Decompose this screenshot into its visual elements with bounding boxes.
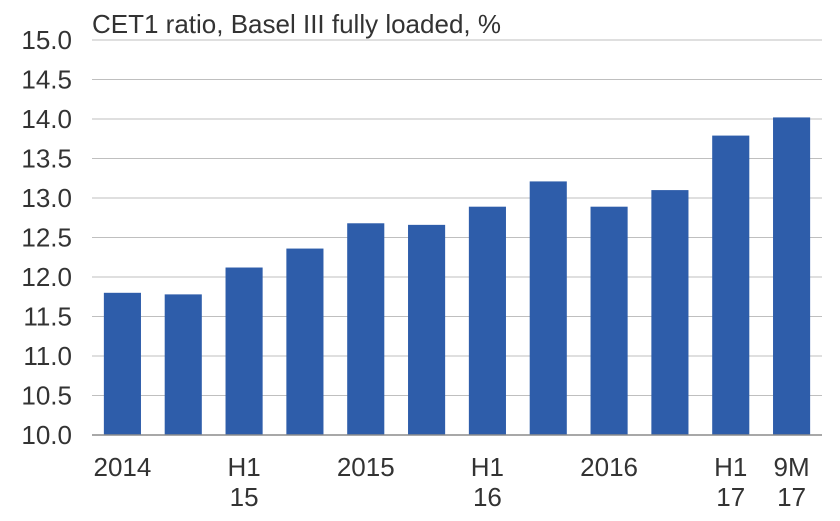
x-tick-label: 2015	[337, 452, 395, 482]
x-tick-label: 17	[716, 482, 745, 512]
y-tick-label: 10.5	[21, 381, 72, 411]
chart-title: CET1 ratio, Basel III fully loaded, %	[92, 9, 501, 39]
bar	[529, 181, 567, 435]
bar	[286, 248, 324, 435]
bar	[712, 135, 750, 435]
bar	[408, 224, 446, 435]
y-tick-label: 14.0	[21, 104, 72, 134]
x-tick-label: 9M	[774, 452, 810, 482]
bar	[468, 206, 506, 435]
bar	[103, 292, 141, 435]
bar	[773, 117, 811, 436]
y-tick-label: 12.0	[21, 262, 72, 292]
bar	[590, 206, 628, 435]
x-tick-label: H1	[227, 452, 260, 482]
x-tick-label: 15	[230, 482, 259, 512]
y-tick-label: 12.5	[21, 223, 72, 253]
bar	[347, 223, 385, 435]
x-tick-label: H1	[471, 452, 504, 482]
y-tick-label: 14.5	[21, 65, 72, 95]
bars	[103, 117, 811, 436]
y-tick-label: 10.0	[21, 420, 72, 450]
bar	[651, 190, 689, 435]
bar	[225, 267, 263, 435]
y-tick-label: 13.5	[21, 144, 72, 174]
y-axis-tick-labels: 10.0 10.5 11.0 11.5 12.0 12.5 13.0 13.5 14.0 14.5…	[21, 25, 72, 450]
y-tick-label: 15.0	[21, 25, 72, 55]
x-tick-label: H1	[714, 452, 747, 482]
y-tick-label: 13.0	[21, 183, 72, 213]
bar	[164, 294, 202, 435]
y-tick-label: 11.0	[23, 341, 72, 371]
x-tick-label: 2014	[93, 452, 151, 482]
x-tick-label: 2016	[580, 452, 638, 482]
gridlines	[92, 39, 822, 396]
y-tick-label: 11.5	[23, 302, 72, 332]
x-tick-label: 17	[777, 482, 806, 512]
x-tick-label: 16	[473, 482, 502, 512]
